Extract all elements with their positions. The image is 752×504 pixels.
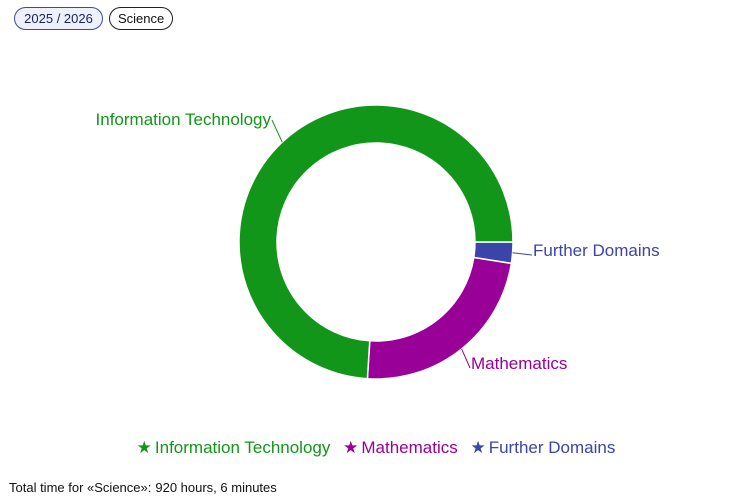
slice-information-technology[interactable]	[238, 104, 514, 380]
legend-label: Further Domains	[488, 438, 616, 457]
school-year-chip[interactable]: 2025 / 2026	[14, 7, 103, 30]
legend-item-further-domains[interactable]: ★ Further Domains	[470, 438, 615, 458]
legend-label: Information Technology	[154, 438, 331, 457]
leader-line	[512, 252, 533, 256]
donut-chart: Further Domains Mathematics Information Te…	[96, 104, 660, 380]
total-time-footer: Total time for «Science»: 920 hours, 6 mi…	[9, 480, 277, 495]
legend-label: Mathematics	[361, 438, 458, 457]
total-time-label: Total time for «Science»:	[9, 480, 152, 495]
star-icon: ★	[343, 438, 359, 457]
legend-item-information-technology[interactable]: ★ Information Technology	[137, 438, 331, 458]
leader-line	[461, 348, 471, 369]
slice-label: Further Domains	[533, 241, 660, 260]
slice-label: Mathematics	[471, 354, 567, 373]
subject-chip[interactable]: Science	[109, 7, 174, 30]
leader-line	[271, 119, 283, 143]
total-time-value: 920 hours, 6 minutes	[155, 480, 277, 495]
star-icon: ★	[470, 438, 486, 457]
slice-label: Information Technology	[96, 110, 272, 129]
legend-item-mathematics[interactable]: ★ Mathematics	[343, 438, 458, 458]
star-icon: ★	[136, 438, 152, 457]
chart-legend: ★ Information Technology ★ Mathematics ★ Fu…	[0, 438, 752, 458]
